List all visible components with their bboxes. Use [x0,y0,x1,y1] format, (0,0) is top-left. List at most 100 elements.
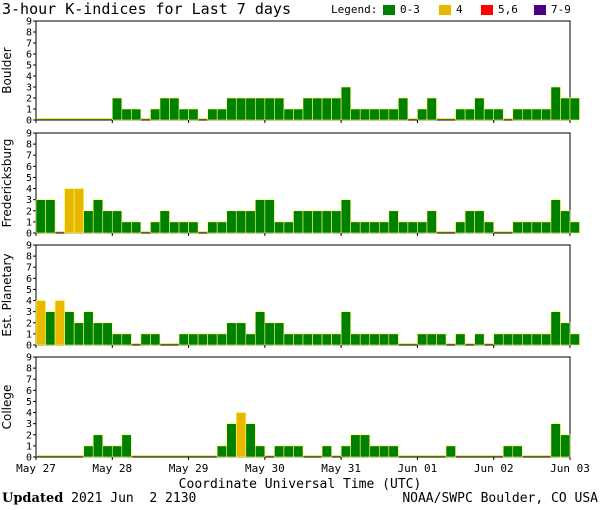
bar [150,221,161,234]
bar [283,108,294,121]
bar [302,97,313,121]
bar [512,445,523,458]
bar [502,333,514,346]
y-tick-label: 9 [26,241,32,252]
bar [321,210,332,234]
bar [312,97,323,121]
bar [226,423,237,458]
panel-frame [35,356,571,458]
bar [350,434,361,458]
bar [207,333,218,346]
bar [340,445,351,458]
y-tick-label: 0 [26,116,32,127]
bar [493,108,504,121]
legend-swatch-5-6 [481,5,493,15]
bar [560,210,571,234]
legend-swatch-4 [439,5,451,15]
bar [274,97,285,121]
bar [312,333,323,346]
bar [140,333,151,346]
y-tick-label: 3 [26,195,32,206]
bar [235,412,247,458]
legend-swatch-7-9 [534,5,546,15]
bar [111,445,123,458]
y-tick-label: 7 [26,151,32,162]
bar [340,86,351,121]
y-tick-label: 8 [26,252,32,263]
bar [464,108,475,121]
bar [274,445,285,458]
bar [417,221,428,234]
y-tick-label: 4 [26,72,32,83]
bar [426,210,437,234]
bar [455,108,466,121]
y-tick-label: 7 [26,263,32,274]
x-tick-label: Jun 03 [550,462,590,475]
bar [235,322,247,346]
bar [83,210,94,234]
bar [388,445,399,458]
series-label: Fredericksburg [0,139,14,228]
bar [169,221,180,234]
bar [321,333,332,346]
y-tick-label: 2 [26,206,32,217]
bar [350,333,361,346]
bar [550,423,561,458]
bar [92,434,104,458]
bar [264,322,275,346]
bar [522,108,533,121]
bar [131,221,142,234]
bar [255,97,266,121]
bar [274,221,285,234]
bar [531,221,542,234]
bar [331,333,342,346]
bar [483,108,495,121]
bar [350,108,361,121]
y-tick-label: 2 [26,430,32,441]
bar [569,97,580,121]
bar [359,108,371,121]
bar [245,97,256,121]
bar [245,423,256,458]
bar [531,108,542,121]
y-tick-label: 8 [26,140,32,151]
bar [159,97,170,121]
bar [121,333,132,346]
x-tick-label: May 28 [92,462,132,475]
bar [150,108,161,121]
bar [121,221,132,234]
bar [388,108,399,121]
series-label: Boulder [0,47,14,94]
bar [226,97,237,121]
bar [73,322,84,346]
bar [255,199,266,234]
bar [407,221,418,234]
bar [131,108,142,121]
y-tick-label: 5 [26,397,32,408]
bar [226,210,237,234]
bar [464,210,475,234]
bar [207,221,218,234]
bar [436,333,447,346]
bar [455,333,466,346]
y-tick-label: 0 [26,341,32,352]
bar [369,221,380,234]
bar [493,333,504,346]
bar [569,333,580,346]
legend-text-5-6: 5,6 [498,3,518,16]
bar [264,97,275,121]
y-tick-label: 9 [26,17,32,28]
bar [502,445,514,458]
bar [150,333,161,346]
bar [359,333,371,346]
legend-text-7-9: 7-9 [551,3,571,16]
bar [569,221,580,234]
y-tick-label: 5 [26,61,32,72]
bar [378,445,390,458]
y-tick-label: 0 [26,229,32,240]
bar [560,97,571,121]
bar [111,333,123,346]
bar [398,97,409,121]
y-tick-label: 4 [26,296,32,307]
bar [522,221,533,234]
